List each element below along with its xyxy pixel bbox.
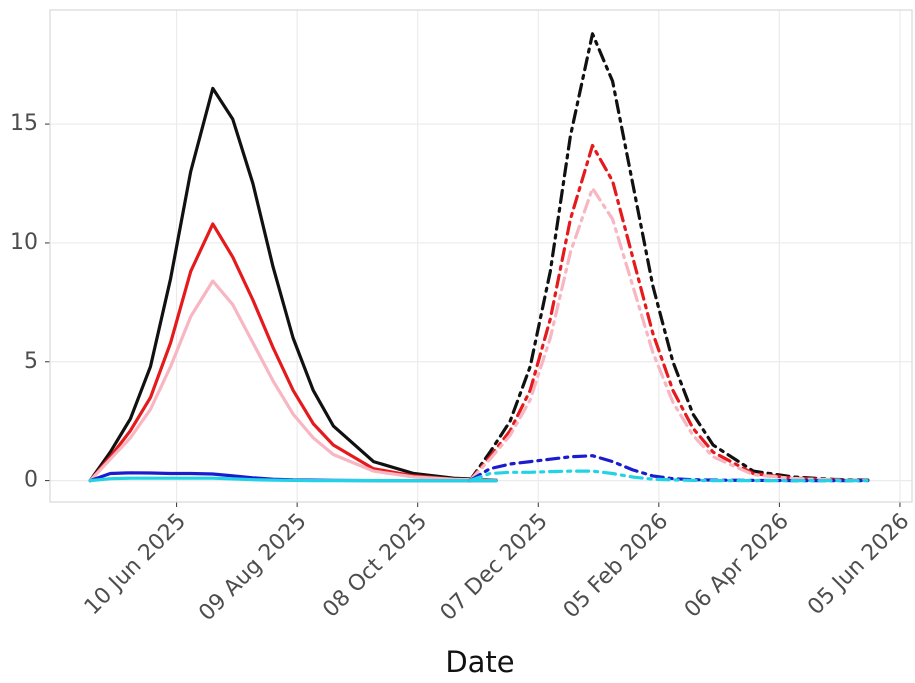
x-tick-label: 09 Aug 2025	[194, 509, 311, 626]
y-tick-label: 15	[10, 111, 38, 136]
series-line	[88, 86, 498, 483]
x-tick-label: 05 Jun 2026	[803, 509, 914, 620]
y-tick-label: 10	[10, 230, 38, 255]
x-tick-label: 10 Jun 2025	[80, 509, 191, 620]
x-axis-label: Date	[445, 645, 514, 679]
plot-background	[50, 10, 912, 502]
y-tick-label: 0	[24, 468, 38, 493]
x-tick-label: 06 Apr 2026	[680, 509, 794, 623]
series-line	[88, 476, 498, 483]
x-tick-label: 05 Feb 2026	[559, 509, 673, 623]
series-line	[468, 32, 870, 483]
series-line	[88, 279, 498, 483]
series-line	[468, 469, 870, 483]
x-tick-label: 08 Oct 2025	[318, 509, 432, 623]
series-line	[468, 186, 870, 483]
x-tick-label: 07 Dec 2025	[436, 509, 553, 626]
series-line	[468, 143, 870, 483]
plot-border	[49, 9, 913, 503]
series-line	[88, 222, 498, 483]
y-tick-label: 5	[24, 349, 38, 374]
